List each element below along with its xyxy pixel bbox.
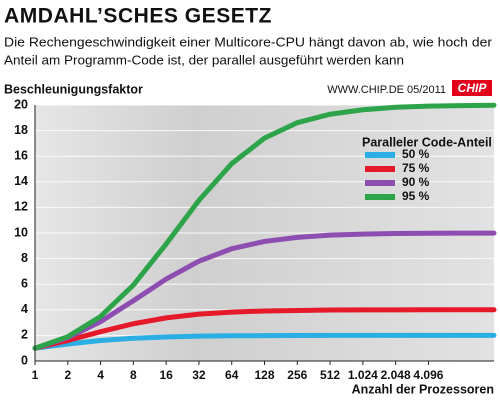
y-tick-label: 6 — [21, 276, 28, 290]
legend-swatch — [365, 166, 395, 172]
x-tick-label: 1.024 — [348, 368, 378, 382]
y-tick-label: 2 — [21, 328, 28, 342]
source: WWW.CHIP.DE 05/2011 — [327, 84, 446, 96]
legend-title: Paralleler Code-Anteil — [362, 135, 492, 149]
x-tick-label: 2.048 — [381, 368, 411, 382]
logo: CHIP — [458, 81, 488, 95]
x-tick-label: 1 — [32, 368, 39, 382]
x-tick-label: 64 — [225, 368, 239, 382]
logo-box — [452, 80, 492, 96]
x-tick-label: 4.096 — [413, 368, 443, 382]
y-tick-label: 4 — [21, 302, 28, 316]
x-tick-label: 256 — [287, 368, 307, 382]
legend-label: 95 % — [402, 189, 430, 203]
x-tick-label: 2 — [64, 368, 71, 382]
x-tick-label: 4 — [97, 368, 104, 382]
x-tick-label: 8 — [130, 368, 137, 382]
y-tick-label: 10 — [14, 225, 28, 239]
x-tick-label: 32 — [192, 368, 206, 382]
subtitle: Die Rechengeschwindigkeit einer Multicor… — [4, 34, 493, 49]
series-line — [32, 332, 497, 351]
y-tick-label: 0 — [21, 353, 28, 367]
legend-label: 75 % — [402, 161, 430, 175]
y-tick-label: 18 — [14, 123, 28, 137]
y-axis-label: Beschleunigungsfaktor — [4, 82, 143, 96]
y-tick-label: 20 — [14, 97, 28, 111]
chart-title: AMDAHL’SCHES GESETZ — [4, 5, 272, 28]
x-tick-label: 128 — [254, 368, 274, 382]
y-tick-label: 12 — [14, 200, 28, 214]
x-tick-label: 512 — [320, 368, 340, 382]
x-axis-label: Anzahl der Prozessoren — [352, 382, 494, 396]
series-line — [32, 307, 497, 351]
legend-swatch — [365, 180, 395, 186]
y-tick-label: 8 — [21, 251, 28, 265]
y-tick-label: 14 — [14, 174, 28, 188]
legend-swatch — [365, 152, 395, 158]
subtitle: Anteil am Programm-Code ist, der paralle… — [4, 52, 404, 67]
legend-label: 90 % — [402, 175, 430, 189]
y-tick-label: 16 — [14, 148, 28, 162]
legend-label: 50 % — [402, 147, 430, 161]
series-line — [32, 230, 497, 351]
x-tick-label: 16 — [159, 368, 173, 382]
series-line — [32, 102, 497, 351]
legend-swatch — [365, 194, 395, 200]
